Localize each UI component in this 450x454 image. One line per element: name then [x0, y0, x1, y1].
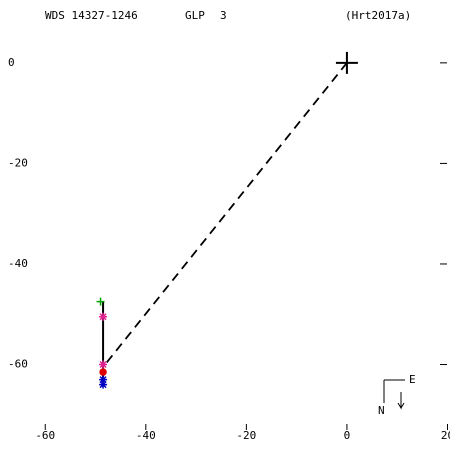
y-tick-label: -60	[8, 358, 28, 371]
y-tick-label: -20	[8, 156, 28, 169]
x-tick-label: -60	[35, 429, 55, 442]
measurement	[99, 312, 108, 321]
x-tick-label: 0	[344, 429, 351, 442]
compass-north-label: N	[378, 404, 385, 417]
x-tick-label: -40	[136, 429, 156, 442]
y-tick-label: -40	[8, 257, 28, 270]
compass-east-label: E	[409, 373, 416, 386]
x-tick-label: 20	[441, 429, 450, 442]
measurement	[96, 297, 105, 306]
measurement	[99, 368, 107, 376]
measurement	[99, 375, 108, 384]
grade: 3	[220, 9, 227, 22]
compass-arrow	[397, 392, 405, 410]
primary-star	[335, 51, 358, 74]
method: GLP	[185, 9, 205, 22]
chart-title: WDS 14327-1246	[45, 9, 138, 22]
measurement	[99, 360, 108, 369]
compass	[383, 379, 405, 410]
y-tick-label: 0	[8, 56, 15, 69]
x-tick-label: -20	[236, 429, 256, 442]
predicted-line	[102, 62, 348, 368]
reference: (Hrt2017a)	[345, 9, 411, 22]
measurement	[99, 380, 108, 389]
